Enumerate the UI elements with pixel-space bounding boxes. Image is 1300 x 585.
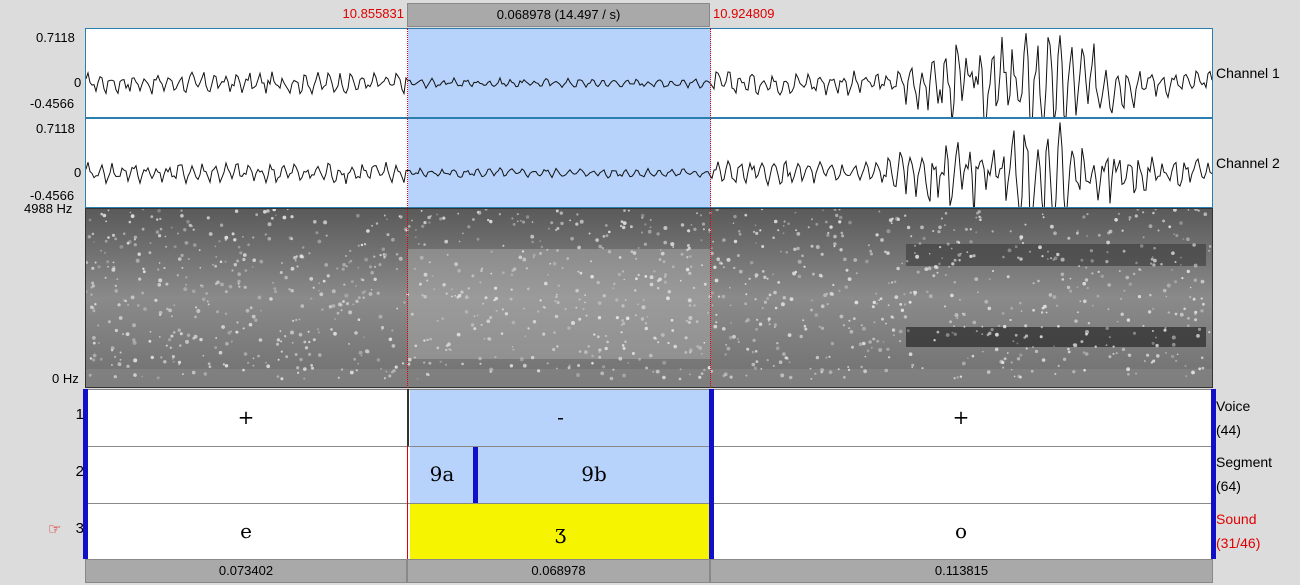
tier3-count: (31/46) [1216,535,1261,551]
tier1-number: 1 [75,406,84,423]
spectrogram-bottom-freq: 0 Hz [52,371,79,386]
channel1-name: Channel 1 [1216,65,1280,81]
channel1-min-label: -0.4566 [30,96,75,111]
segment-interval-9b[interactable]: 9b [581,462,607,486]
tier2-name-label: Segment [1216,454,1273,470]
sound-interval-2[interactable]: ʒ [554,520,567,544]
voice-interval-2[interactable]: - [557,405,564,429]
spectrogram[interactable] [85,208,1213,388]
tier1-name-label: Voice [1216,398,1251,414]
channel1-wave-line [86,33,1212,117]
channel2-name: Channel 2 [1216,155,1280,171]
channel1-selection [408,29,711,117]
duration-interval-1[interactable]: 0.073402 [85,559,407,583]
channel1-max-label: 0.7118 [36,30,75,45]
channel2-zero-label: 0 [74,165,82,180]
tier-sound[interactable]: e ʒ o [85,503,1213,560]
tier3-name-label: Sound [1216,511,1257,527]
sound-interval-3[interactable]: o [954,519,968,543]
channel2-wave-line [86,122,1212,207]
tier2-name: Segment (64) [1216,450,1272,498]
segment-selection-fill [410,447,711,503]
tier-right-edge [1211,389,1216,559]
voice-interval-1[interactable]: + [237,405,255,429]
sound-active-interval[interactable] [410,504,711,560]
spectrogram-top-freq: 4988 Hz [24,201,73,216]
duration-interval-2[interactable]: 0.068978 [407,559,710,583]
segment-interval-9a[interactable]: 9a [429,462,455,486]
selection-start-time: 10.855831 [342,6,404,21]
boundary-1-red-line [407,446,408,559]
selection-end-time: 10.924809 [713,6,775,21]
channel2-waveform[interactable] [85,118,1213,208]
voice-interval-3[interactable]: + [952,405,970,429]
sound-interval-1[interactable]: e [240,519,252,543]
channel1-zero-label: 0 [74,75,82,90]
tier2-count: (64) [1216,478,1241,494]
channel1-waveform[interactable] [85,28,1213,118]
boundary-2[interactable] [709,389,714,559]
tier1-name: Voice (44) [1216,394,1250,442]
tier3-number: 3 [75,520,84,537]
boundary-1-tier1[interactable] [407,389,409,446]
tier-segment[interactable]: 9a 9b [85,446,1213,503]
tier-left-edge [83,389,88,559]
tier-voice[interactable]: + - + [85,389,1213,446]
tier3-name: Sound (31/46) [1216,507,1260,555]
channel2-max-label: 0.7118 [36,121,75,136]
tier3-pointer-icon: ☞ [48,521,62,538]
spectrogram-speckles [86,209,1212,381]
segment-boundary[interactable] [473,447,478,503]
selection-duration[interactable]: 0.068978 (14.497 / s) [407,3,710,27]
channel2-selection [408,119,711,207]
selection-left-line [407,28,408,388]
selection-right-line [710,28,711,388]
tier1-count: (44) [1216,422,1241,438]
voice-selection-fill [410,390,711,446]
channel2-min-label: -0.4566 [30,188,75,203]
tier2-number: 2 [75,463,84,480]
duration-interval-3[interactable]: 0.113815 [710,559,1213,583]
